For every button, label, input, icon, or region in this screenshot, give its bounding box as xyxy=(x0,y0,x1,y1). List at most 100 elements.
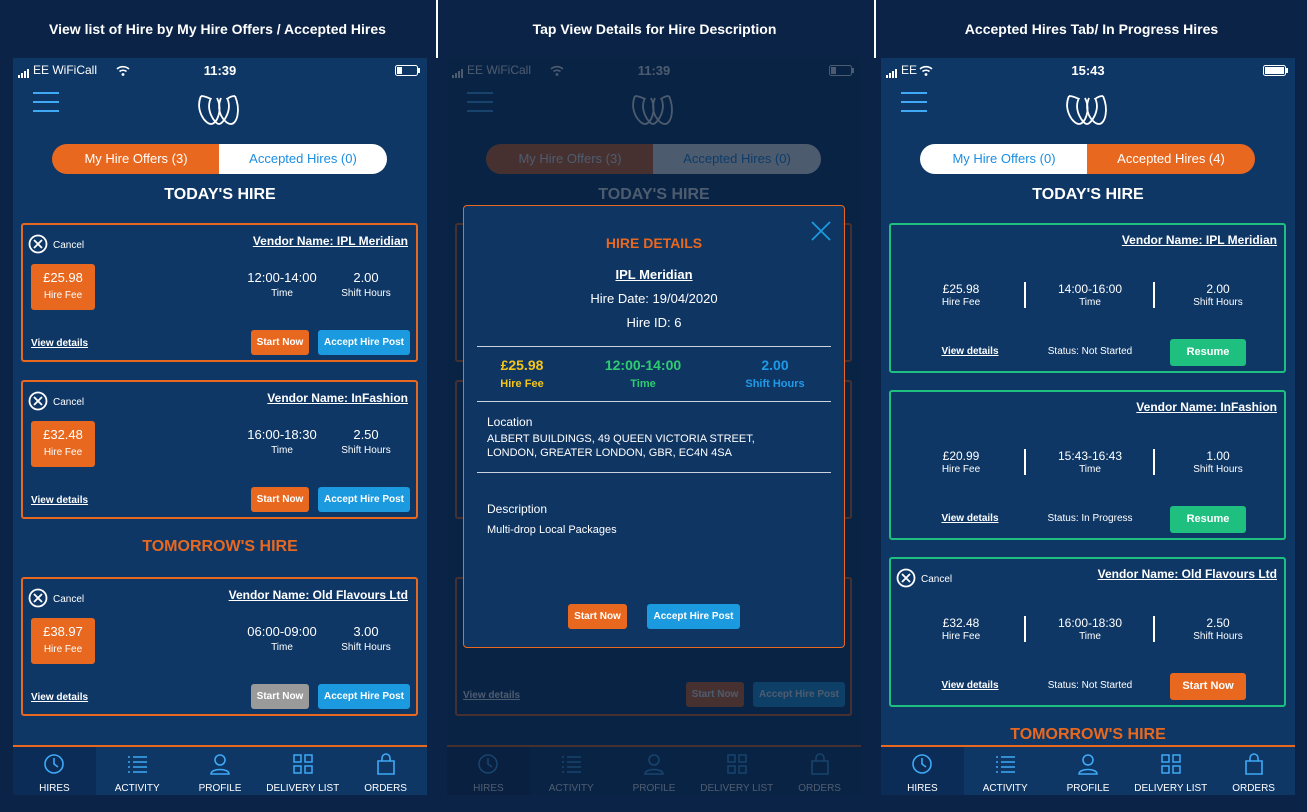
hire-card: Cancel Vendor Name: Old Flavours Ltd £32.4… xyxy=(889,557,1286,707)
column-divider xyxy=(1024,616,1026,642)
fee: £25.98 xyxy=(500,357,544,373)
carrier: EE WiFiCall xyxy=(33,63,98,77)
phone-screen: EE 15:43 My Hire Offers (0) Accepted Hires … xyxy=(881,58,1295,795)
nav-item[interactable]: ACTIVITY xyxy=(982,783,1028,794)
hours: 3.00 xyxy=(353,624,379,639)
clock: 11:39 xyxy=(203,63,237,78)
column-divider xyxy=(1153,616,1155,642)
time: 15:43-16:43 xyxy=(1057,449,1123,463)
tab[interactable]: Accepted Hires (4) xyxy=(1087,144,1255,174)
time-label: Time xyxy=(630,378,656,390)
battery xyxy=(1263,64,1289,82)
view-details[interactable]: View details xyxy=(941,346,999,357)
cancel-label[interactable]: Cancel xyxy=(53,397,85,408)
button[interactable]: Start Now xyxy=(1170,673,1246,700)
column-divider xyxy=(1024,449,1026,475)
hire-card: Cancel Vendor Name: Old Flavours Ltd £38.9… xyxy=(21,577,418,716)
column-divider xyxy=(1024,282,1026,308)
button[interactable]: Accept Hire Post xyxy=(647,604,740,629)
tab[interactable]: My Hire Offers (3) xyxy=(52,144,220,174)
logo xyxy=(197,94,241,131)
fee-label: Hire Fee xyxy=(941,297,981,308)
cancel-label[interactable]: Cancel xyxy=(53,240,85,251)
button[interactable]: Accept Hire Post xyxy=(318,330,410,355)
hours-label: Shift Hours xyxy=(341,288,391,299)
button[interactable]: Start Now xyxy=(251,330,309,355)
button[interactable]: Start Now xyxy=(251,487,309,512)
wifi xyxy=(919,64,933,82)
cancel-label[interactable]: Cancel xyxy=(53,594,85,605)
vendor-name: Vendor Name: InFashion xyxy=(267,391,408,405)
tab-bar: HIRES ACTIVITY PROFILE DELIVERY LIST ORDERS xyxy=(13,745,427,795)
fee-label: Hire Fee xyxy=(941,631,981,642)
nav-item[interactable]: ORDERS xyxy=(1232,783,1275,794)
modal-title: HIRE DETAILS xyxy=(605,235,703,251)
button[interactable]: Start Now xyxy=(251,684,309,709)
nav-icon xyxy=(375,753,397,780)
fee-box: £38.97 Hire Fee xyxy=(31,618,95,664)
location-label: Location xyxy=(487,415,533,429)
vendor-name: Vendor Name: Old Flavours Ltd xyxy=(1097,567,1277,581)
hours: 2.00 xyxy=(353,270,379,285)
caption: Tap View Details for Hire Description xyxy=(532,21,777,37)
separator xyxy=(477,346,831,347)
nav-icon xyxy=(911,753,933,780)
hire-status: Status: Not Started xyxy=(1047,680,1133,691)
nav-icon xyxy=(1160,753,1182,780)
logo xyxy=(1065,94,1109,131)
signal xyxy=(886,66,898,84)
hours: 2.00 xyxy=(1206,282,1230,296)
battery xyxy=(395,64,421,82)
view-details[interactable]: View details xyxy=(941,513,999,524)
fee: £32.48 xyxy=(43,427,83,442)
hire-status: Status: Not Started xyxy=(1047,346,1133,357)
cancel-label[interactable]: Cancel xyxy=(921,574,953,585)
hours: 2.50 xyxy=(353,427,379,442)
cancel-icon xyxy=(28,391,48,416)
location: ALBERT BUILDINGS, 49 QUEEN VICTORIA STRE… xyxy=(487,433,755,459)
nav-icon xyxy=(292,753,314,780)
nav-item[interactable]: PROFILE xyxy=(1066,783,1110,794)
button[interactable]: Accept Hire Post xyxy=(318,684,410,709)
time: 14:00-16:00 xyxy=(1057,282,1123,296)
column-divider xyxy=(1153,282,1155,308)
time: 12:00-14:00 xyxy=(247,270,317,285)
hours-label: Shift Hours xyxy=(1193,631,1243,642)
vendor-name: Vendor Name: Old Flavours Ltd xyxy=(228,588,408,602)
nav-item[interactable]: HIRES xyxy=(39,783,70,794)
time: 06:00-09:00 xyxy=(247,624,317,639)
view-details[interactable]: View details xyxy=(31,495,89,506)
fee-box: £32.48 Hire Fee xyxy=(31,421,95,467)
caption: View list of Hire by My Hire Offers / Ac… xyxy=(49,21,386,37)
fee: £25.98 xyxy=(942,282,980,296)
nav-item[interactable]: PROFILE xyxy=(198,783,242,794)
hire-status: Status: In Progress xyxy=(1047,513,1133,524)
hours-label: Shift Hours xyxy=(1193,464,1243,475)
menu xyxy=(901,92,927,118)
button[interactable]: Resume xyxy=(1170,339,1246,366)
view-details[interactable]: View details xyxy=(941,680,999,691)
nav-item[interactable]: ACTIVITY xyxy=(114,783,160,794)
nav-item[interactable]: HIRES xyxy=(907,783,938,794)
nav-item[interactable]: DELIVERY LIST xyxy=(266,783,340,794)
view-details[interactable]: View details xyxy=(31,692,89,703)
fee: £38.97 xyxy=(43,624,83,639)
button[interactable]: Accept Hire Post xyxy=(318,487,410,512)
view-details[interactable]: View details xyxy=(31,338,89,349)
hire-details-modal: HIRE DETAILS IPL Meridian Hire Date: 19/04… xyxy=(463,205,845,648)
button[interactable]: Start Now xyxy=(568,604,627,629)
button[interactable]: Resume xyxy=(1170,506,1246,533)
tab[interactable]: Accepted Hires (0) xyxy=(219,144,387,174)
time-label: Time xyxy=(271,288,293,299)
vendor-name: Vendor Name: IPL Meridian xyxy=(1121,233,1277,247)
nav-item[interactable]: DELIVERY LIST xyxy=(1134,783,1208,794)
hours: 1.00 xyxy=(1206,449,1230,463)
fee-label: Hire Fee xyxy=(43,644,83,655)
signal xyxy=(18,66,30,84)
nav-icon xyxy=(1077,753,1099,780)
nav-item[interactable]: ORDERS xyxy=(364,783,407,794)
tab[interactable]: My Hire Offers (0) xyxy=(920,144,1088,174)
hours-label: Shift Hours xyxy=(745,378,805,390)
